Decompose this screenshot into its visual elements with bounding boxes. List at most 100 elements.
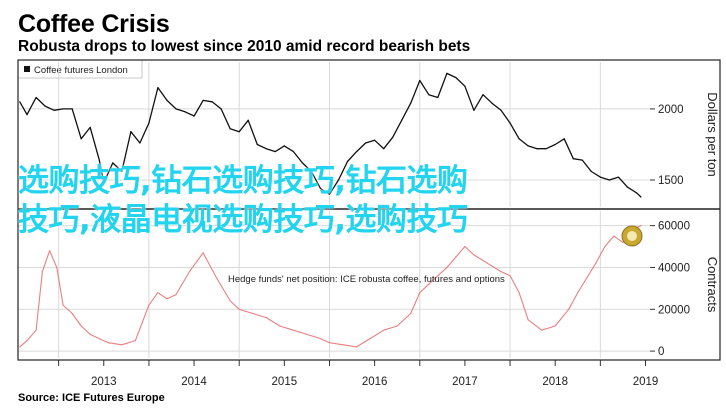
data-point xyxy=(464,85,466,87)
data-point xyxy=(157,86,159,89)
overlay-line-2: 技巧,液晶电视选购技巧,选购技巧 xyxy=(18,202,468,238)
data-point xyxy=(193,115,195,117)
data-point xyxy=(410,312,412,315)
data-point xyxy=(536,148,538,150)
data-point xyxy=(310,170,313,173)
data-point xyxy=(355,346,358,348)
chart-subtitle: Robusta drops to lowest since 2010 amid … xyxy=(18,38,471,55)
data-point xyxy=(608,179,610,181)
data-point xyxy=(545,148,547,150)
y-axis-title: Contracts xyxy=(705,257,720,313)
data-point xyxy=(617,176,620,178)
data-point xyxy=(428,283,430,285)
data-point xyxy=(98,159,100,161)
data-point xyxy=(392,136,394,138)
data-point xyxy=(428,94,430,96)
data-point xyxy=(121,170,123,173)
data-point xyxy=(35,329,37,331)
position-legend: Hedge funds' net position: ICE robusta c… xyxy=(228,274,505,285)
data-point xyxy=(139,142,141,144)
data-point xyxy=(509,275,511,277)
data-point xyxy=(355,150,358,153)
data-point xyxy=(410,102,412,104)
data-point xyxy=(292,150,294,153)
data-point xyxy=(595,262,597,264)
data-point xyxy=(586,277,588,279)
data-point xyxy=(473,109,475,111)
data-point xyxy=(265,317,267,319)
data-point xyxy=(56,266,58,269)
data-point xyxy=(635,192,638,194)
data-point xyxy=(62,108,64,110)
data-point xyxy=(640,196,642,198)
data-point xyxy=(396,325,398,327)
data-point xyxy=(446,72,448,74)
data-point xyxy=(247,119,249,121)
data-point xyxy=(604,245,606,248)
data-point xyxy=(62,304,64,306)
data-point xyxy=(107,342,109,344)
y-tick-label: 0 xyxy=(658,346,664,358)
data-point xyxy=(19,346,21,348)
data-point xyxy=(148,122,150,124)
position-y-axis: 0 20000 40000 60000 Contracts xyxy=(650,221,720,358)
data-point xyxy=(577,291,579,294)
data-point xyxy=(26,113,28,116)
data-point xyxy=(19,101,21,103)
data-point xyxy=(252,312,254,315)
legend-swatch xyxy=(24,66,30,72)
data-point xyxy=(640,225,642,227)
data-point xyxy=(328,193,331,195)
x-tick-label: 2015 xyxy=(272,376,298,388)
price-y-axis: 1500 2000 Dollars per ton xyxy=(650,92,720,187)
data-point xyxy=(568,308,570,310)
data-point xyxy=(509,122,511,124)
data-point xyxy=(437,275,439,277)
data-point xyxy=(184,111,186,113)
x-tick-label: 2016 xyxy=(362,376,388,388)
data-point xyxy=(71,312,73,315)
data-point xyxy=(202,252,204,254)
data-point xyxy=(419,291,421,294)
data-point xyxy=(256,143,258,146)
data-point xyxy=(622,241,624,243)
data-point xyxy=(103,182,105,184)
data-point xyxy=(306,333,308,335)
data-point xyxy=(89,126,91,128)
data-point xyxy=(554,325,556,327)
data-point xyxy=(53,109,55,111)
data-point xyxy=(383,329,385,331)
data-point xyxy=(581,159,583,161)
price-panel xyxy=(19,72,642,198)
data-point xyxy=(157,291,159,294)
data-point xyxy=(541,329,543,331)
data-point xyxy=(500,109,502,111)
y-tick-label: 2000 xyxy=(658,104,684,116)
data-point xyxy=(279,325,281,327)
data-point xyxy=(369,337,371,340)
data-point xyxy=(80,325,82,327)
data-point xyxy=(134,340,136,342)
x-tick-label: 2019 xyxy=(633,376,659,388)
y-axis-title: Dollars per ton xyxy=(705,92,720,177)
data-point xyxy=(49,250,51,252)
data-point xyxy=(599,176,601,178)
data-point xyxy=(437,96,439,99)
x-tick-label: 2014 xyxy=(181,376,207,388)
data-point xyxy=(121,344,123,346)
data-point xyxy=(491,102,493,104)
source-note: Source: ICE Futures Europe xyxy=(18,392,165,404)
data-point xyxy=(98,337,100,340)
legend-label: Coffee futures London xyxy=(34,65,128,76)
y-tick-label: 40000 xyxy=(658,262,690,274)
data-point xyxy=(80,138,82,140)
data-point xyxy=(175,108,177,110)
data-point xyxy=(166,298,168,300)
data-point xyxy=(229,300,231,302)
data-point xyxy=(130,131,132,133)
data-point xyxy=(613,235,615,237)
data-point xyxy=(148,304,150,306)
data-point xyxy=(486,262,489,264)
data-point xyxy=(238,131,240,133)
data-point xyxy=(44,105,46,107)
